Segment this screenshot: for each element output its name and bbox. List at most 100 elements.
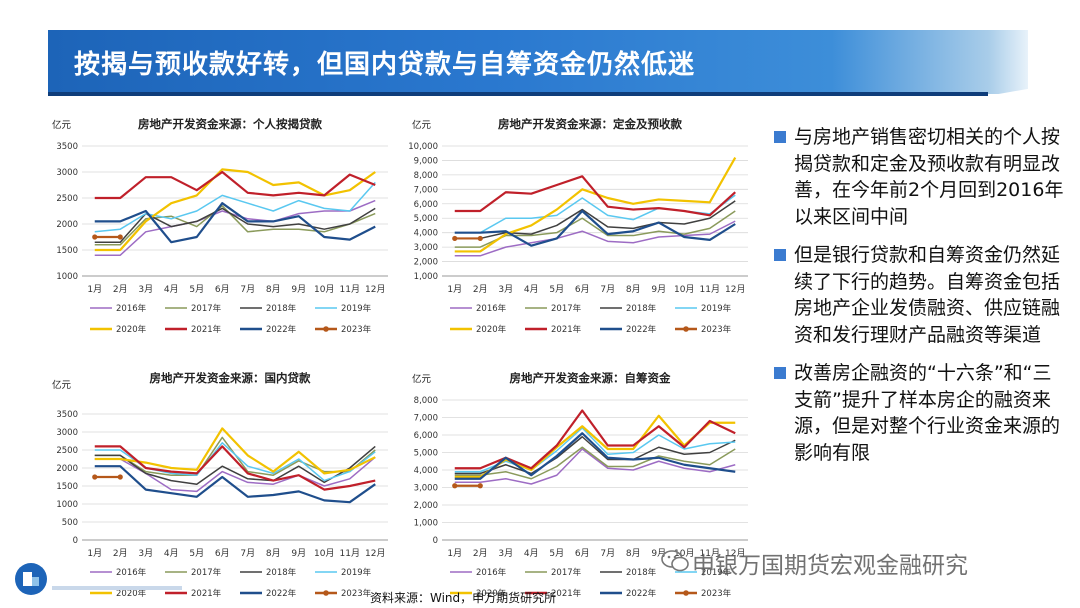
x-tick-label: 11月 — [700, 548, 720, 559]
x-tick-label: 2月 — [113, 284, 128, 295]
y-tick-label: 1500 — [56, 246, 78, 256]
x-tick-label: 11月 — [340, 548, 360, 559]
x-tick-label: 3月 — [138, 284, 153, 295]
y-axis-label: 亿元 — [412, 373, 432, 385]
legend-label: 2019年 — [701, 303, 732, 314]
y-tick-label: 8,000 — [414, 171, 438, 181]
x-tick-label: 7月 — [240, 284, 255, 295]
y-tick-label: 4,000 — [414, 229, 438, 239]
legend-label: 2017年 — [551, 303, 582, 314]
bullet-list: 与房地产销售密切相关的个人按揭贷款和定金及预收款有明显改善，在今年前2个月回到2… — [774, 124, 1064, 478]
y-tick-label: 5,000 — [414, 449, 438, 459]
legend-label: 2022年 — [626, 588, 657, 599]
x-tick-label: 10月 — [674, 284, 694, 295]
legend-label: 2017年 — [191, 567, 222, 578]
square-bullet-icon — [774, 131, 786, 143]
y-tick-label: 3,000 — [414, 484, 438, 494]
y-axis-label: 亿元 — [412, 119, 432, 131]
y-tick-label: 3500 — [56, 142, 78, 152]
legend-label: 2021年 — [191, 588, 222, 599]
x-tick-label: 11月 — [340, 284, 360, 295]
series-line-2021年 — [94, 170, 376, 200]
chart-mortgage-loans: 房地产开发资金来源：个人按揭贷款 亿元 1000 1500 2000 2500 3000 35… — [52, 117, 388, 335]
y-tick-label: 7,000 — [414, 414, 438, 424]
series-line-2017年 — [454, 210, 736, 248]
y-tick-label: 7,000 — [414, 185, 438, 195]
legend-label: 2016年 — [116, 567, 147, 578]
company-logo-icon — [15, 563, 47, 595]
legend-label: 2021年 — [191, 324, 222, 335]
series-line-2022年 — [94, 465, 376, 504]
chart-self-raised-funds: 房地产开发资金来源：自筹资金 亿元 0 1,000 2,000 3,000 4,000 5,0… — [412, 371, 748, 599]
x-tick-label: 5月 — [189, 548, 204, 559]
x-tick-label: 4月 — [164, 284, 179, 295]
y-tick-label: 1,000 — [414, 272, 438, 282]
legend-label: 2020年 — [116, 588, 147, 599]
series-line-2021年 — [454, 409, 736, 470]
x-tick-label: 9月 — [651, 548, 666, 559]
series-line-2022年 — [94, 202, 376, 244]
data-point — [452, 235, 458, 242]
y-axis-label: 亿元 — [52, 379, 72, 391]
x-tick-label: 4月 — [524, 284, 539, 295]
title-bar — [48, 30, 1028, 94]
series-line-2022年 — [454, 432, 736, 480]
legend-marker — [683, 326, 689, 332]
legend-label: 2023年 — [701, 588, 732, 599]
series-line-2018年 — [94, 207, 376, 243]
legend-marker — [323, 326, 329, 332]
y-tick-label: 6,000 — [414, 431, 438, 441]
y-tick-label: 3000 — [56, 428, 78, 438]
legend-label: 2020年 — [476, 324, 507, 335]
legend-label: 2018年 — [626, 567, 657, 578]
x-tick-label: 6月 — [575, 284, 590, 295]
wechat-icon — [661, 550, 689, 572]
series-line-2020年 — [94, 168, 376, 252]
series-line-2016年 — [94, 199, 376, 256]
x-tick-label: 7月 — [600, 548, 615, 559]
series-line-2020年 — [454, 157, 737, 253]
watermark-text: 申银万国期货宏观金融研究 — [692, 553, 968, 579]
chart-title: 房地产开发资金来源：自筹资金 — [510, 371, 671, 385]
source-note: 资料来源：Wind，申万期货研究所 — [370, 591, 557, 605]
legend-label: 2019年 — [701, 567, 732, 578]
bullet-text: 与房地产销售密切相关的个人按揭贷款和定金及预收款有明显改善，在今年前2个月回到2… — [794, 126, 1064, 228]
y-tick-label: 0 — [73, 536, 78, 546]
x-tick-label: 1月 — [87, 284, 102, 295]
x-tick-label: 8月 — [626, 548, 641, 559]
x-tick-label: 6月 — [575, 548, 590, 559]
legend-marker — [683, 590, 689, 596]
series-line-2016年 — [454, 220, 736, 257]
x-tick-label: 12月 — [365, 548, 385, 559]
series-line-2021年 — [454, 175, 736, 217]
x-tick-label: 7月 — [240, 548, 255, 559]
y-tick-label: 9,000 — [414, 156, 438, 166]
y-tick-label: 5,000 — [414, 214, 438, 224]
bullet-item: 改善房企融资的“十六条”和“三支箭”提升了样本房企的融资来源，但是对整个行业资金… — [774, 360, 1064, 466]
legend-label: 2021年 — [551, 588, 582, 599]
legend-label: 2020年 — [116, 324, 147, 335]
y-tick-label: 8,000 — [414, 396, 438, 406]
x-tick-label: 3月 — [498, 284, 513, 295]
x-tick-label: 10月 — [314, 284, 334, 295]
legend-label: 2020年 — [476, 588, 507, 599]
y-tick-label: 2500 — [56, 194, 78, 204]
legend-label: 2022年 — [266, 588, 297, 599]
x-tick-label: 2月 — [473, 284, 488, 295]
y-tick-label: 1500 — [56, 482, 78, 492]
legend-label: 2022年 — [266, 324, 297, 335]
x-tick-label: 12月 — [725, 284, 745, 295]
y-tick-label: 2,000 — [414, 501, 438, 511]
y-tick-label: 3500 — [56, 410, 78, 420]
y-tick-label: 3000 — [56, 168, 78, 178]
x-tick-label: 9月 — [291, 548, 306, 559]
chart-deposits-prepayments: 房地产开发资金来源：定金及预收款 亿元 1,000 2,000 3,000 4,000 5,… — [408, 117, 748, 335]
y-tick-label: 1000 — [56, 272, 78, 282]
legend-label: 2023年 — [341, 588, 372, 599]
x-tick-label: 7月 — [600, 284, 615, 295]
legend-label: 2016年 — [476, 303, 507, 314]
chart-title: 房地产开发资金来源：个人按揭贷款 — [138, 117, 322, 131]
legend-label: 2018年 — [266, 567, 297, 578]
data-point — [92, 474, 98, 480]
legend-label: 2019年 — [341, 567, 372, 578]
